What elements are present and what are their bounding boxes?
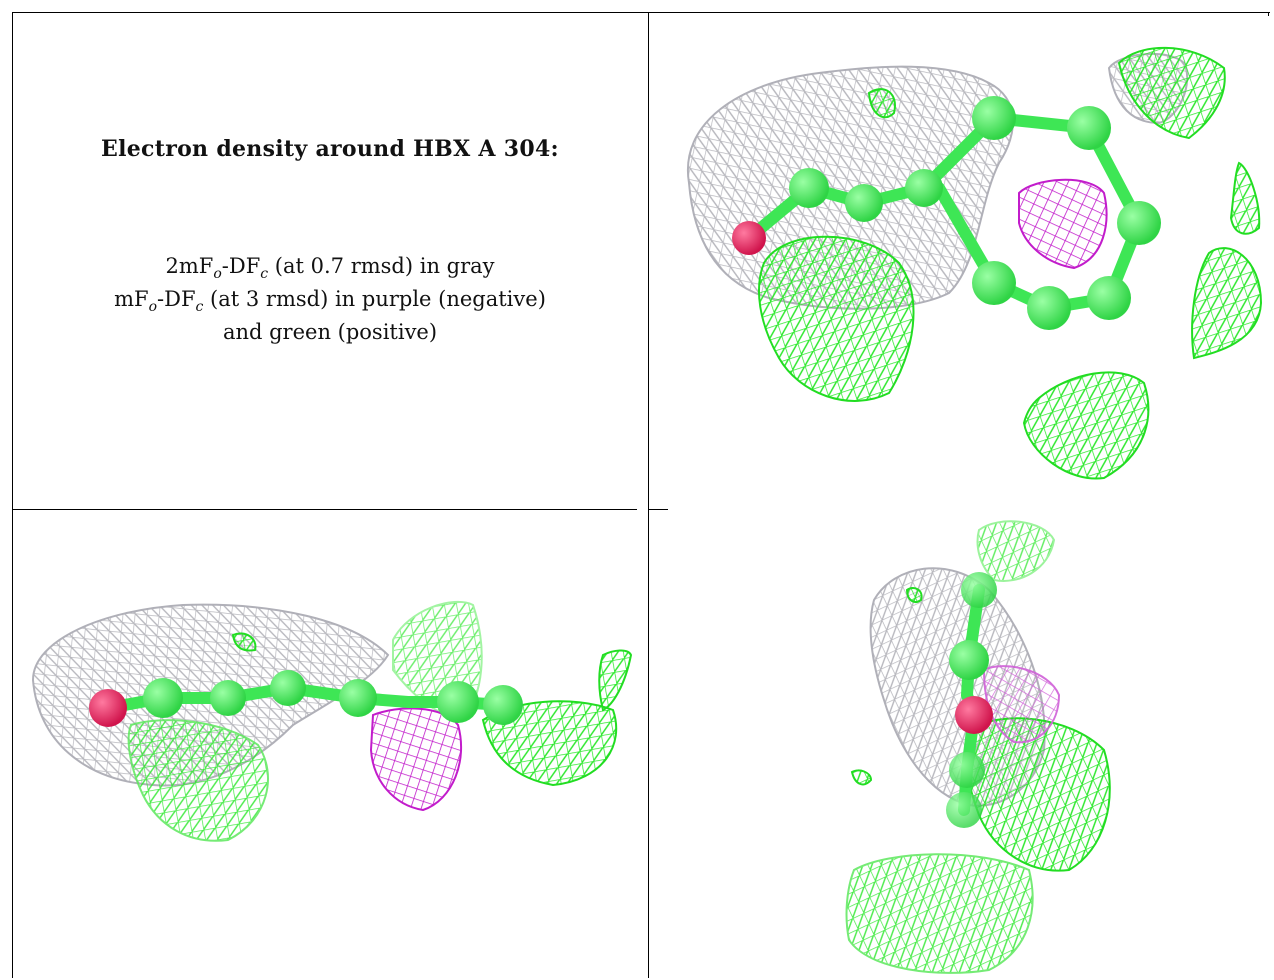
figure-legend: 2mFo-DFc (at 0.7 rmsd) in gray mFo-DFc (… [12, 250, 648, 349]
right-border-stub [1268, 12, 1269, 16]
molecule-render-2 [31, 600, 633, 842]
legend-line-2: mFo-DFc (at 3 rmsd) in purple (negative) [114, 287, 546, 315]
ligand-atoms [732, 96, 1161, 330]
molecule-render-1 [686, 46, 1263, 480]
figure-grid: Electron density around HBX A 304: 2mFo-… [12, 12, 1270, 978]
legend-line-3: and green (positive) [222, 320, 438, 344]
green-density-mesh [758, 235, 915, 402]
molecule-render-3 [845, 520, 1111, 974]
purple-density-mesh [1018, 178, 1108, 270]
top-border [12, 12, 1270, 13]
caption-cell: Electron density around HBX A 304: 2mFo-… [12, 12, 648, 509]
density-view-bottom-left [13, 510, 648, 978]
middle-divider-right [648, 509, 668, 510]
density-view-bottom-right [649, 510, 1269, 978]
middle-divider-left [12, 509, 637, 510]
legend-line-1: 2mFo-DFc (at 0.7 rmsd) in gray [165, 254, 495, 282]
density-view-top-right [649, 13, 1269, 509]
center-divider [648, 12, 649, 978]
left-border [12, 12, 13, 978]
figure-title: Electron density around HBX A 304: [101, 136, 559, 162]
